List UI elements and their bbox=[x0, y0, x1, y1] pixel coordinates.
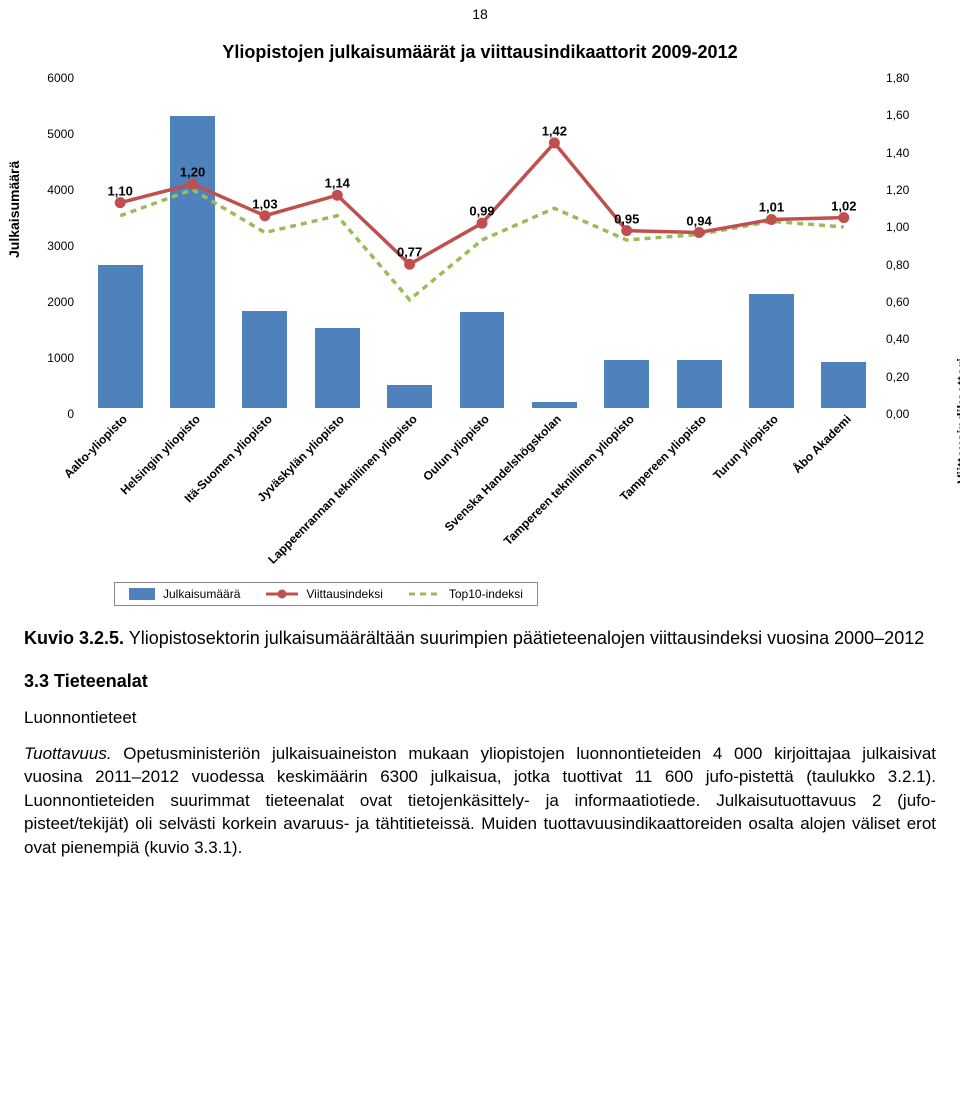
y1-tick: 0 bbox=[67, 407, 74, 421]
x-tick-label: Oulun yliopisto bbox=[420, 412, 492, 484]
y2-ticks: 0,000,200,400,600,801,001,201,401,601,80 bbox=[880, 72, 936, 408]
x-tick-label: Åbo Akademi bbox=[790, 412, 854, 476]
y2-tick: 0,60 bbox=[886, 295, 909, 309]
plot-area: 1,10 1,20 1,03 1,14 0,77 0,99 1,42 0,95 0,94 1,01… bbox=[84, 72, 880, 408]
section-heading: 3.3 Tieteenalat bbox=[24, 671, 936, 692]
y2-tick: 0,40 bbox=[886, 332, 909, 346]
y1-tick: 5000 bbox=[47, 127, 74, 141]
line-value-label: 1,10 bbox=[108, 183, 133, 198]
legend-item-bar: Julkaisumäärä bbox=[129, 587, 240, 601]
y2-tick: 0,00 bbox=[886, 407, 909, 421]
line-value-label: 0,94 bbox=[686, 213, 711, 228]
x-tick-label: Aalto-yliopisto bbox=[61, 412, 130, 481]
legend-label: Top10-indeksi bbox=[449, 587, 523, 601]
x-axis-labels: Aalto-yliopistoHelsingin yliopistoItä-Su… bbox=[84, 408, 880, 568]
y1-tick: 3000 bbox=[47, 239, 74, 253]
line-value-label: 1,14 bbox=[325, 176, 350, 191]
line-value-label: 0,77 bbox=[397, 245, 422, 260]
line-overlay bbox=[84, 72, 880, 408]
line-value-label: 1,02 bbox=[831, 198, 856, 213]
paragraph-body: Opetusministeriön julkaisuaineiston muka… bbox=[24, 744, 936, 857]
page: { "page_number": "18", "chart": { "type"… bbox=[0, 0, 960, 1102]
y1-tick: 6000 bbox=[47, 71, 74, 85]
subheading: Luonnontieteet bbox=[24, 708, 936, 728]
line-value-label: 1,01 bbox=[759, 200, 784, 215]
legend-label: Julkaisumäärä bbox=[163, 587, 240, 601]
legend-item-line2: Top10-indeksi bbox=[409, 587, 523, 601]
x-tick-label: Lappeenrannan teknillinen yliopisto bbox=[265, 412, 420, 567]
x-tick-label: Tampereen teknillinen yliopisto bbox=[501, 412, 637, 548]
figure-caption: Kuvio 3.2.5. Yliopistosektorin julkaisum… bbox=[24, 628, 936, 649]
x-tick-label: Helsingin yliopisto bbox=[117, 412, 202, 497]
y2-tick: 0,80 bbox=[886, 258, 909, 272]
x-tick-label: Turun yliopisto bbox=[711, 412, 782, 483]
y2-axis-label: Viittausindikaattori bbox=[954, 358, 960, 484]
y2-tick: 1,60 bbox=[886, 108, 909, 122]
y1-tick: 4000 bbox=[47, 183, 74, 197]
line-value-label: 1,42 bbox=[542, 123, 567, 138]
page-number: 18 bbox=[472, 6, 488, 22]
line-value-label: 0,99 bbox=[469, 204, 494, 219]
legend-item-line1: Viittausindeksi bbox=[266, 587, 383, 601]
y2-tick: 1,20 bbox=[886, 183, 909, 197]
line-value-label: 0,95 bbox=[614, 211, 639, 226]
y1-axis-label: Julkaisumäärä bbox=[6, 161, 22, 258]
y1-tick: 1000 bbox=[47, 351, 74, 365]
y1-tick: 2000 bbox=[47, 295, 74, 309]
y2-tick: 0,20 bbox=[886, 370, 909, 384]
chart-title: Yliopistojen julkaisumäärät ja viittausi… bbox=[222, 42, 737, 63]
chart-legend: Julkaisumäärä Viittausindeksi Top10-inde… bbox=[114, 582, 538, 606]
paragraph-lead: Tuottavuus. bbox=[24, 744, 112, 763]
y2-tick: 1,80 bbox=[886, 71, 909, 85]
y2-tick: 1,00 bbox=[886, 220, 909, 234]
line-value-label: 1,20 bbox=[180, 165, 205, 180]
y1-ticks: 0100020003000400050006000 bbox=[24, 72, 80, 408]
body-paragraph: Tuottavuus. Opetusministeriön julkaisuai… bbox=[24, 742, 936, 859]
x-tick-label: Svenska Handelshögskolan bbox=[442, 412, 564, 534]
caption-text: Yliopistosektorin julkaisumäärältään suu… bbox=[124, 628, 924, 648]
caption-lead: Kuvio 3.2.5. bbox=[24, 628, 124, 648]
chart-container: Yliopistojen julkaisumäärät ja viittausi… bbox=[24, 38, 936, 568]
legend-label: Viittausindeksi bbox=[306, 587, 383, 601]
y2-tick: 1,40 bbox=[886, 146, 909, 160]
line-value-label: 1,03 bbox=[252, 196, 277, 211]
